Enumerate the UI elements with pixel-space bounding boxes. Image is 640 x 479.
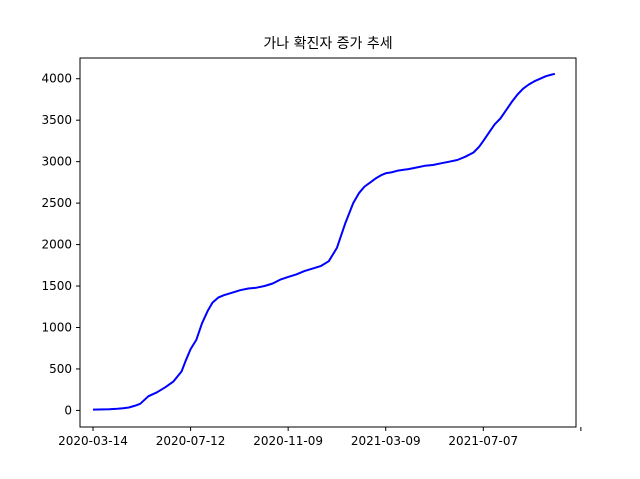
y-tick-label: 4000: [41, 72, 72, 86]
axes-frame: [79, 57, 577, 428]
y-tick-label: 3500: [41, 113, 72, 127]
y-tick-label: 2000: [41, 238, 72, 252]
y-tick-label: 2500: [41, 196, 72, 210]
series-line-0: [92, 72, 556, 411]
x-tick-label: 2020-07-12: [156, 434, 226, 448]
x-axis: 2020-03-14 2020-07-12 2020-11-09 2021-03-09…: [58, 427, 582, 448]
series-layer: [92, 72, 556, 411]
y-axis: 0 500 1000 1500 2000 2500 3000 3500 4000: [41, 72, 80, 417]
y-tick-label: 1500: [41, 279, 72, 293]
x-tick-label: 2021-07-07: [448, 434, 518, 448]
x-tick-label: 2020-11-09: [253, 434, 323, 448]
y-tick-label: 3000: [41, 155, 72, 169]
y-tick-label: 500: [49, 362, 72, 376]
x-tick-label: 2021-03-09: [351, 434, 421, 448]
y-tick-label: 1000: [41, 320, 72, 334]
y-tick-label: 0: [64, 403, 72, 417]
chart-title: 가나 확진자 증가 추세: [263, 36, 392, 52]
x-tick-label: 2020-03-14: [58, 434, 128, 448]
